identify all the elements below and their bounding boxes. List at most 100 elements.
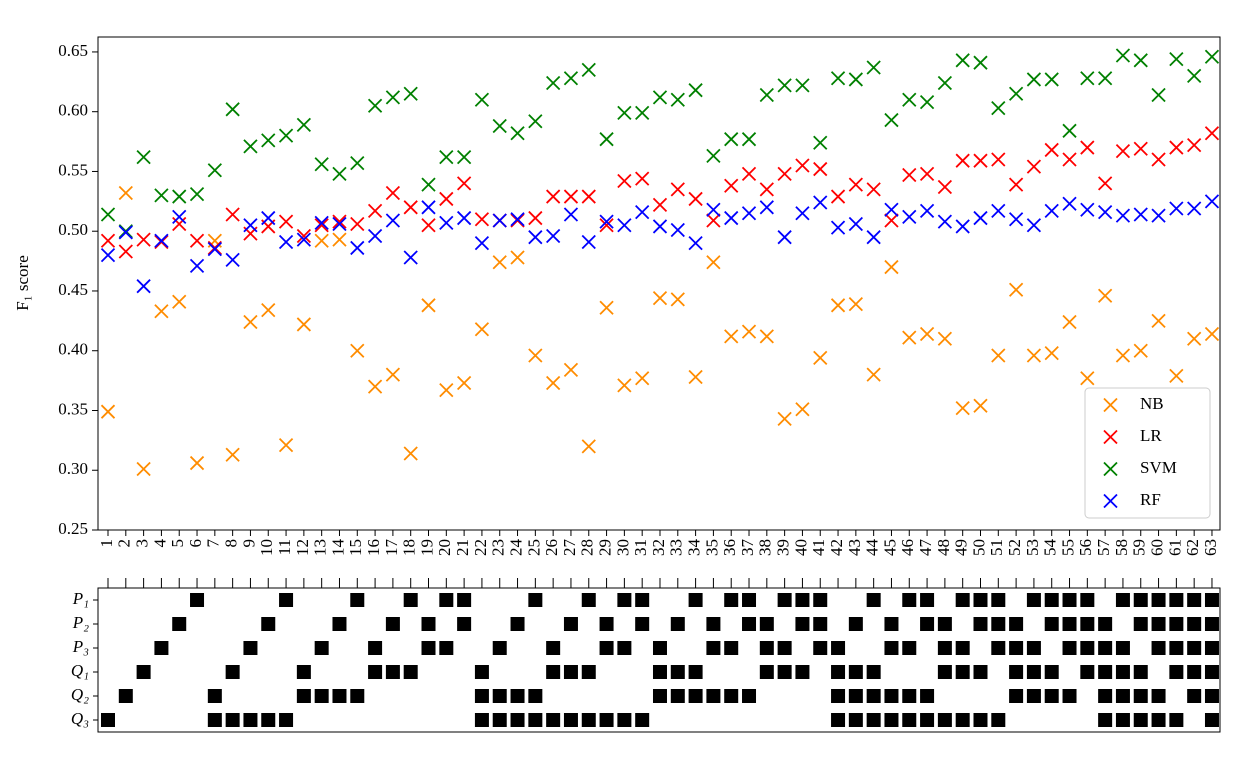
data-point [706, 202, 721, 217]
data-point [278, 128, 294, 143]
data-point [172, 294, 187, 309]
matrix-cell [528, 713, 543, 727]
data-point [225, 447, 240, 462]
matrix-cell [1098, 617, 1113, 631]
data-point [919, 203, 935, 219]
x-tick-label: 20 [435, 539, 454, 556]
matrix-cell [225, 713, 240, 727]
data-point [973, 153, 988, 168]
data-point [154, 233, 169, 248]
data-point [670, 92, 685, 107]
x-tick-label: 27 [560, 539, 579, 557]
matrix-cell [848, 617, 863, 631]
data-point [741, 206, 757, 221]
matrix-cell [1133, 689, 1148, 703]
data-point [528, 230, 543, 245]
matrix-cell [154, 641, 169, 655]
x-tick-label: 47 [916, 539, 935, 557]
matrix-cell [261, 713, 276, 727]
matrix-cell [510, 689, 525, 703]
matrix-cell [902, 689, 917, 703]
data-point [1151, 208, 1166, 223]
matrix-cell [1044, 593, 1059, 607]
data-point [136, 149, 151, 165]
data-point [510, 250, 525, 265]
data-point [830, 189, 846, 204]
data-point [189, 455, 205, 471]
data-point [991, 203, 1006, 219]
data-point [1151, 87, 1166, 103]
matrix-cell [848, 665, 863, 679]
data-point [955, 219, 970, 234]
data-point [100, 207, 116, 222]
x-tick-label: 11 [275, 539, 294, 555]
data-point [439, 383, 454, 398]
data-point [1008, 86, 1024, 101]
data-point [492, 213, 507, 228]
matrix-cell [866, 593, 881, 607]
matrix-cell [688, 593, 703, 607]
matrix-cell [510, 713, 525, 727]
matrix-cell [439, 641, 454, 655]
matrix-cell [1169, 617, 1184, 631]
x-tick-label: 29 [595, 539, 614, 556]
data-point [563, 207, 579, 222]
data-point [919, 166, 935, 181]
data-point [546, 75, 561, 91]
matrix-cell [884, 689, 899, 703]
matrix-cell [403, 593, 418, 607]
matrix-cell [1009, 665, 1024, 679]
matrix-cell [1169, 713, 1184, 727]
matrix-cell [546, 641, 561, 655]
data-point [563, 189, 579, 204]
matrix-cell [848, 713, 863, 727]
matrix-cell [1009, 617, 1024, 631]
data-point [777, 78, 792, 93]
data-point [403, 446, 418, 461]
data-point [919, 94, 935, 110]
matrix-cell [1026, 641, 1041, 655]
x-tick-label: 8 [222, 539, 241, 548]
x-tick-label: 51 [987, 539, 1006, 556]
matrix-cell [617, 713, 632, 727]
matrix-cell [795, 617, 810, 631]
matrix-cell [457, 617, 472, 631]
data-point [225, 207, 240, 222]
x-tick-label: 58 [1112, 539, 1131, 556]
matrix-cell [1062, 689, 1077, 703]
matrix-cell [955, 641, 970, 655]
data-point [207, 242, 222, 257]
data-point [617, 378, 632, 393]
data-point [136, 279, 151, 294]
x-tick-label: 37 [738, 539, 757, 557]
data-point [172, 216, 187, 232]
x-tick-label: 53 [1023, 539, 1042, 556]
y-tick-label: 0.60 [58, 101, 88, 120]
matrix-cell [1115, 593, 1130, 607]
data-point [403, 200, 418, 215]
data-point [528, 210, 543, 226]
data-point [474, 212, 490, 227]
matrix-cell [474, 713, 489, 727]
matrix-cell [920, 593, 935, 607]
data-point [866, 60, 881, 75]
matrix-cell [1009, 641, 1024, 655]
data-point [1062, 314, 1077, 330]
data-point [955, 400, 970, 416]
data-point [546, 189, 561, 204]
data-point [617, 105, 632, 121]
matrix-cell [973, 593, 988, 607]
data-point [296, 232, 312, 247]
matrix-cell [474, 665, 489, 679]
data-point [741, 166, 757, 181]
matrix-cell [1133, 617, 1148, 631]
matrix-cell [742, 617, 757, 631]
x-tick-label: 59 [1130, 539, 1149, 556]
x-tick-label: 54 [1041, 539, 1060, 557]
x-tick-label: 5 [168, 539, 187, 548]
matrix-cell [1062, 641, 1077, 655]
matrix-cell [528, 593, 543, 607]
data-point [724, 329, 739, 344]
matrix-cell [1044, 617, 1059, 631]
matrix-cell [1062, 593, 1077, 607]
